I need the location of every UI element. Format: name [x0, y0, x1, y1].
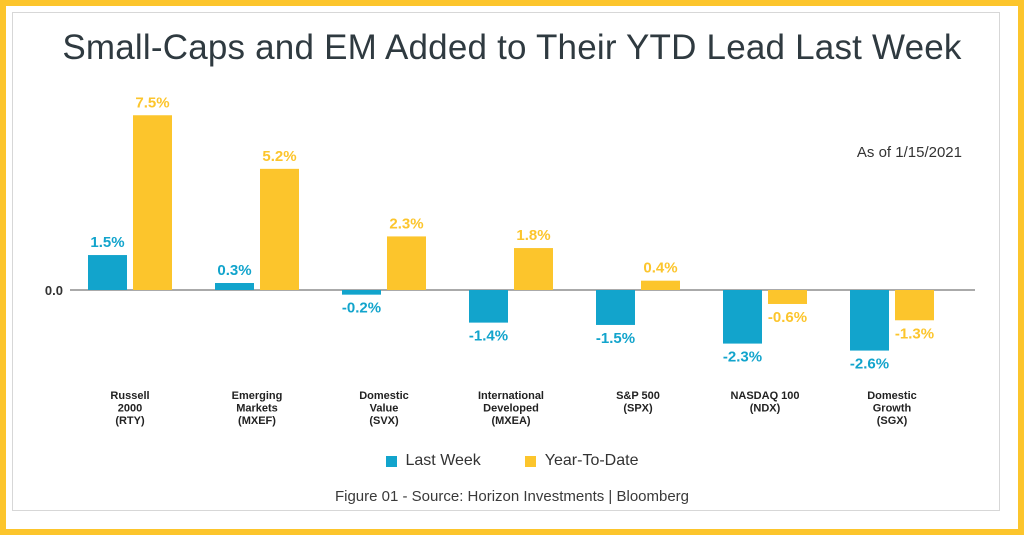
- category-label-5: NASDAQ 100 (NDX): [730, 390, 799, 415]
- category-label-0: Russell 2000 (RTY): [110, 390, 149, 427]
- as-of-date: As of 1/15/2021: [856, 144, 962, 161]
- data-label-last-week-6: -2.6%: [850, 356, 889, 373]
- data-label-ytd-3: 1.8%: [516, 227, 550, 244]
- category-label-3: International Developed (MXEA): [478, 390, 544, 427]
- category-label-4: S&P 500 (SPX): [616, 390, 660, 415]
- bar-last-week-0: [88, 255, 127, 290]
- bar-last-week-3: [469, 290, 508, 323]
- category-label-2: Domestic Value (SVX): [359, 390, 409, 427]
- bar-ytd-6: [895, 290, 934, 321]
- legend: Last Week Year-To-Date: [0, 452, 1024, 470]
- data-label-last-week-4: -1.5%: [596, 330, 635, 347]
- data-label-ytd-4: 0.4%: [643, 260, 677, 277]
- legend-item-ytd: Year-To-Date: [524, 452, 639, 470]
- bar-last-week-4: [596, 290, 635, 325]
- data-label-last-week-5: -2.3%: [723, 349, 762, 366]
- bar-last-week-6: [850, 290, 889, 351]
- bar-last-week-1: [215, 283, 254, 290]
- data-label-ytd-2: 2.3%: [389, 215, 423, 232]
- bar-ytd-1: [260, 168, 299, 290]
- category-label-1: Emerging Markets (MXEF): [232, 390, 283, 427]
- bar-ytd-3: [514, 248, 553, 290]
- data-label-last-week-0: 1.5%: [90, 234, 124, 251]
- legend-swatch-last-week: [385, 455, 397, 467]
- bar-last-week-5: [723, 290, 762, 344]
- data-label-ytd-1: 5.2%: [262, 148, 296, 165]
- data-label-ytd-6: -1.3%: [895, 325, 934, 342]
- source-note: Figure 01 - Source: Horizon Investments …: [334, 488, 690, 505]
- data-label-ytd-5: -0.6%: [768, 309, 807, 326]
- bar-ytd-0: [133, 115, 172, 290]
- data-label-last-week-3: -1.4%: [469, 328, 508, 345]
- category-label-6: Domestic Growth (SGX): [867, 390, 917, 427]
- legend-label-ytd: Year-To-Date: [544, 452, 639, 469]
- bar-ytd-5: [768, 290, 807, 304]
- data-label-ytd-0: 7.5%: [135, 94, 169, 111]
- bar-ytd-4: [641, 280, 680, 290]
- bar-last-week-2: [342, 290, 381, 295]
- legend-label-last-week: Last Week: [405, 452, 481, 469]
- bar-ytd-2: [387, 236, 426, 290]
- zero-axis-label: 0.0: [45, 283, 63, 298]
- legend-swatch-ytd: [524, 455, 536, 467]
- chart-inner-border: [12, 12, 1000, 511]
- data-label-last-week-2: -0.2%: [342, 300, 381, 317]
- chart-title: Small-Caps and EM Added to Their YTD Lea…: [62, 28, 962, 67]
- data-label-last-week-1: 0.3%: [217, 262, 251, 279]
- legend-item-last-week: Last Week: [385, 452, 481, 470]
